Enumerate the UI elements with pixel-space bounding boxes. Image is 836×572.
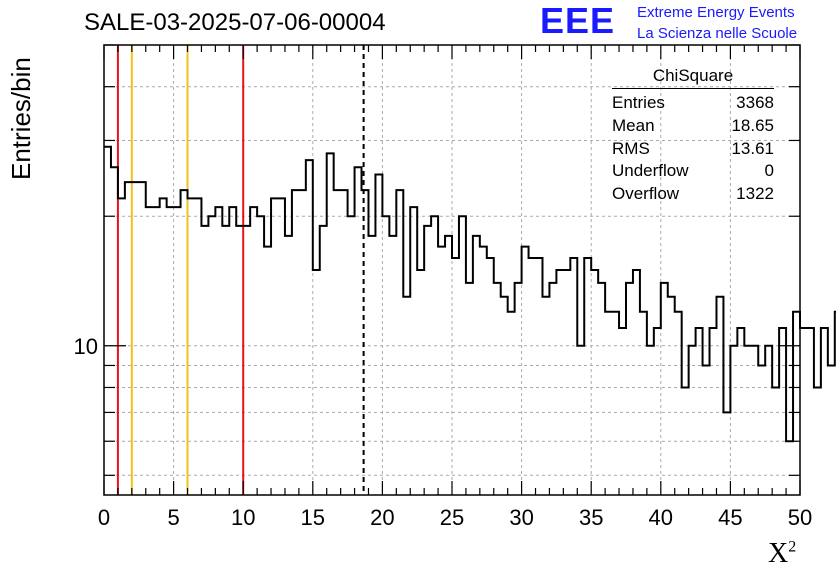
stats-label: Underflow	[612, 161, 689, 181]
stats-label: RMS	[612, 138, 650, 158]
x-tick-label: 5	[167, 505, 179, 530]
stats-row: Entries 3368	[612, 92, 774, 115]
stats-box: ChiSquare Entries 3368 Mean 18.65 RMS 13.61…	[612, 66, 774, 206]
stats-value: 3368	[736, 93, 774, 112]
stats-value: 13.61	[731, 138, 774, 158]
x-axis-label: X2	[768, 538, 796, 570]
x-tick-label: 15	[301, 505, 325, 530]
x-tick-label: 35	[579, 505, 603, 530]
marker-lines	[116, 45, 365, 495]
histogram-line	[104, 145, 836, 443]
x-tick-label: 10	[231, 505, 255, 530]
stats-value: 0	[764, 161, 774, 181]
y-axis-label: Entries/bin	[6, 57, 36, 180]
stats-title: ChiSquare	[612, 66, 774, 89]
x-tick-label: 25	[440, 505, 464, 530]
y-tick-label: 10	[74, 334, 98, 359]
grid	[104, 45, 800, 495]
stats-label: Mean	[612, 115, 655, 135]
x-tick-label: 50	[788, 505, 812, 530]
stats-row: RMS 13.61	[612, 138, 774, 161]
logo-line-1: Extreme Energy Events	[637, 4, 795, 21]
x-tick-label: 30	[509, 505, 533, 530]
x-axis-label-superscript: 2	[788, 538, 797, 556]
chart-title: SALE-03-2025-07-06-00004	[84, 9, 386, 36]
axis-ticks	[103, 44, 801, 495]
x-tick-label: 0	[98, 505, 110, 530]
stats-row: Mean 18.65	[612, 115, 774, 138]
stats-row: Underflow 0	[612, 160, 774, 183]
stats-label: Overflow	[612, 184, 680, 204]
logo-mark: EEE	[540, 0, 616, 41]
x-tick-label: 45	[718, 505, 742, 530]
tick-labels: 0 5 10 15 20 25 30 35 40 45 50 10	[74, 334, 813, 530]
x-tick-label: 40	[649, 505, 673, 530]
x-axis-label-base: X	[768, 538, 789, 569]
logo-line-2: La Scienza nelle Scuole	[637, 25, 798, 42]
stats-value: 18.65	[731, 115, 774, 135]
stats-value: 1322	[736, 184, 774, 204]
stats-row: Overflow 1322	[612, 183, 774, 206]
x-tick-label: 20	[370, 505, 394, 530]
stats-label: Entries	[612, 93, 665, 112]
